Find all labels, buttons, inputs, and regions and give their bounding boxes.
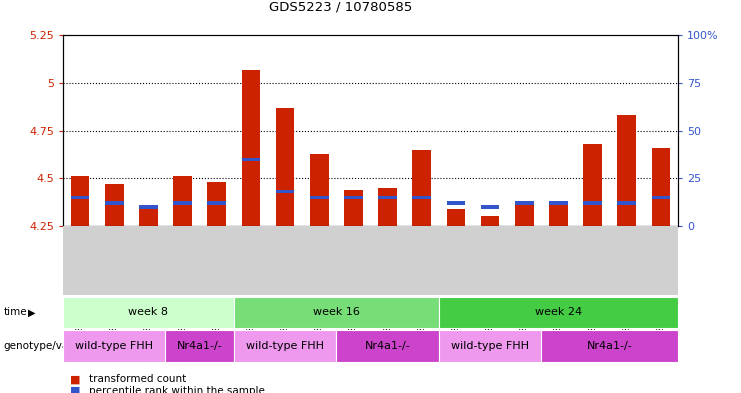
Text: ▶: ▶ (101, 341, 108, 351)
Bar (173, 201, 192, 205)
Bar (549, 201, 568, 205)
Bar (481, 205, 499, 209)
Bar (276, 108, 294, 226)
Bar (481, 217, 499, 226)
Bar (104, 184, 124, 226)
Bar (344, 190, 363, 226)
Bar (310, 196, 329, 199)
Bar (378, 196, 397, 199)
Text: week 16: week 16 (313, 307, 360, 318)
Bar (549, 201, 568, 226)
Bar (617, 201, 637, 205)
Bar (651, 148, 671, 226)
Text: wild-type FHH: wild-type FHH (451, 341, 529, 351)
Text: wild-type FHH: wild-type FHH (76, 341, 153, 351)
Text: ■: ■ (70, 374, 81, 384)
Bar (207, 201, 226, 205)
Text: ▶: ▶ (28, 307, 36, 318)
Bar (139, 207, 158, 226)
Bar (447, 209, 465, 226)
Text: Nr4a1-/-: Nr4a1-/- (177, 341, 222, 351)
Text: wild-type FHH: wild-type FHH (246, 341, 324, 351)
Text: week 24: week 24 (535, 307, 582, 318)
Bar (139, 205, 158, 209)
Bar (104, 201, 124, 205)
Bar (617, 116, 637, 226)
Bar (412, 196, 431, 199)
Bar (651, 196, 671, 199)
Text: time: time (4, 307, 27, 318)
Text: ■: ■ (70, 386, 81, 393)
Text: week 8: week 8 (128, 307, 168, 318)
Bar (70, 176, 90, 226)
Text: Nr4a1-/-: Nr4a1-/- (587, 341, 633, 351)
Bar (242, 70, 260, 226)
Bar (242, 158, 260, 161)
Bar (515, 201, 534, 205)
Text: GDS5223 / 10780585: GDS5223 / 10780585 (269, 1, 413, 14)
Bar (344, 196, 363, 199)
Bar (310, 154, 329, 226)
Bar (378, 188, 397, 226)
Bar (173, 176, 192, 226)
Bar (276, 190, 294, 193)
Text: Nr4a1-/-: Nr4a1-/- (365, 341, 411, 351)
Bar (412, 150, 431, 226)
Bar (583, 144, 602, 226)
Text: transformed count: transformed count (89, 374, 186, 384)
Text: genotype/variation: genotype/variation (4, 341, 103, 351)
Text: percentile rank within the sample: percentile rank within the sample (89, 386, 265, 393)
Bar (70, 196, 90, 199)
Bar (447, 201, 465, 205)
Bar (515, 201, 534, 226)
Bar (207, 182, 226, 226)
Bar (583, 201, 602, 205)
